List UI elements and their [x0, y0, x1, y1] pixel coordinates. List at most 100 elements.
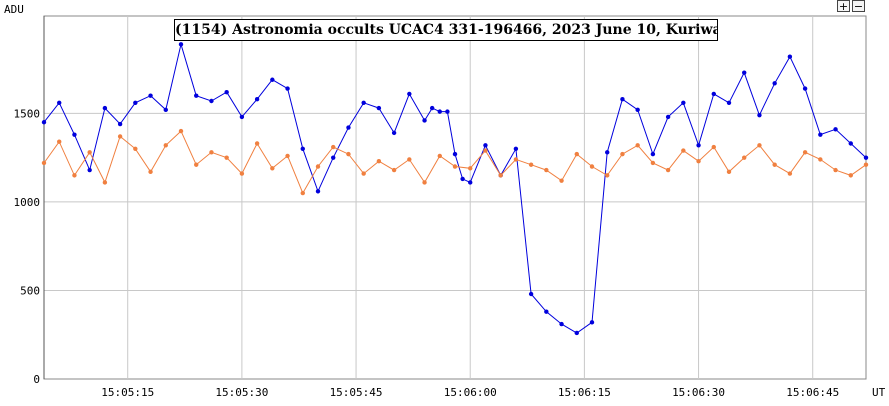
series-1-point — [635, 107, 640, 113]
series-1-point — [742, 70, 747, 75]
series-2-point — [452, 164, 458, 169]
series-1-point — [559, 321, 564, 327]
series-1-point — [665, 114, 671, 120]
series-2-point — [620, 151, 625, 157]
series-2-point — [117, 134, 123, 139]
series-1-point — [589, 320, 595, 325]
series-2-point — [818, 157, 823, 162]
series-2-point — [346, 151, 351, 157]
chart-title: (1154) Astronomia occults UCAC4 331-1964… — [174, 19, 718, 41]
series-1-point — [863, 155, 869, 160]
series-2-point — [376, 159, 382, 164]
series-2-point — [87, 150, 92, 155]
plot-area — [43, 15, 867, 380]
series-2-point — [848, 173, 853, 178]
series-2-point — [72, 173, 77, 178]
series-2-point — [513, 157, 519, 162]
series-2-point — [665, 167, 671, 173]
series-1-point — [848, 141, 853, 146]
series-1-point — [818, 132, 823, 137]
series-2-point — [605, 173, 610, 178]
x-tick-label: 15:06:45 — [786, 386, 839, 399]
series-1-point — [429, 105, 435, 111]
series-2-point — [209, 150, 214, 155]
series-1-point — [331, 155, 336, 160]
series-1-point — [102, 105, 108, 111]
series-2-point — [361, 171, 366, 176]
series-2-point — [285, 153, 290, 159]
series-2-point — [544, 167, 549, 173]
series-1-point — [696, 143, 701, 148]
series-2-point — [726, 169, 732, 175]
series-1-point — [346, 125, 351, 130]
series-2-point — [270, 166, 275, 171]
series-2-point — [178, 128, 184, 134]
series-2-point — [559, 178, 564, 183]
series-1-point — [445, 109, 450, 114]
series-2-point — [148, 169, 153, 175]
series-1-point — [300, 146, 305, 152]
series-1-point — [163, 107, 168, 113]
series-2-point — [41, 160, 47, 166]
series-1-point — [361, 100, 366, 105]
y-axis-label: ADU — [4, 3, 24, 16]
series-2-point — [498, 173, 503, 178]
series-1-point — [391, 130, 397, 136]
series-2-point — [331, 144, 336, 150]
series-1-point — [239, 114, 245, 120]
series-2-point — [163, 143, 168, 148]
series-1-point — [407, 91, 412, 97]
series-2-point — [863, 162, 869, 167]
series-1-line — [43, 42, 867, 334]
series-2-point — [650, 160, 656, 166]
y-tick-label: 1500 — [14, 107, 41, 120]
series-2-point — [468, 166, 473, 171]
series-2-point — [696, 159, 701, 164]
series-2-point — [102, 180, 108, 185]
series-1-point — [711, 91, 716, 97]
series-1-point — [422, 118, 427, 123]
series-1-point — [528, 291, 534, 297]
series-2-point — [391, 167, 397, 173]
series-2-point — [757, 143, 762, 148]
series-1-point — [833, 127, 838, 132]
x-tick-label: 15:05:15 — [101, 386, 154, 399]
series-1-point — [209, 98, 214, 104]
x-tick-label: 15:06:00 — [444, 386, 497, 399]
series-1-point — [468, 180, 473, 185]
series-2-point — [133, 146, 138, 152]
x-tick-label: 15:06:15 — [558, 386, 611, 399]
series-2-point — [742, 155, 747, 160]
series-1-point — [757, 112, 762, 118]
series-2-point — [239, 171, 245, 176]
series-1-point — [178, 42, 184, 47]
series-1-point — [376, 105, 382, 111]
series-1-point — [57, 100, 62, 105]
series-1-point — [620, 97, 625, 102]
series-1-point — [315, 189, 321, 194]
series-1-point — [726, 100, 732, 105]
series-1-point — [650, 151, 656, 157]
series-2-point — [787, 171, 793, 176]
series-2-point — [422, 180, 427, 185]
series-1-point — [772, 81, 777, 86]
x-tick-label: 15:05:30 — [215, 386, 268, 399]
series-1-point — [460, 176, 465, 182]
series-2-point — [254, 141, 260, 146]
zoom-out-button[interactable]: − — [852, 0, 865, 13]
series-1-point — [133, 100, 138, 105]
series-1-point — [437, 109, 442, 114]
series-2-point — [574, 151, 579, 157]
series-1-point — [544, 309, 549, 314]
series-2-point — [483, 148, 488, 153]
series-1-point — [452, 151, 458, 157]
series-1-point — [117, 121, 123, 127]
series-1-point — [605, 150, 610, 155]
zoom-in-button[interactable]: + — [837, 0, 850, 13]
series-2-point — [772, 162, 777, 167]
x-tick-label: 15:06:30 — [672, 386, 725, 399]
series-1-point — [802, 86, 808, 91]
series-1-point — [483, 143, 488, 148]
series-2-point — [300, 190, 305, 196]
